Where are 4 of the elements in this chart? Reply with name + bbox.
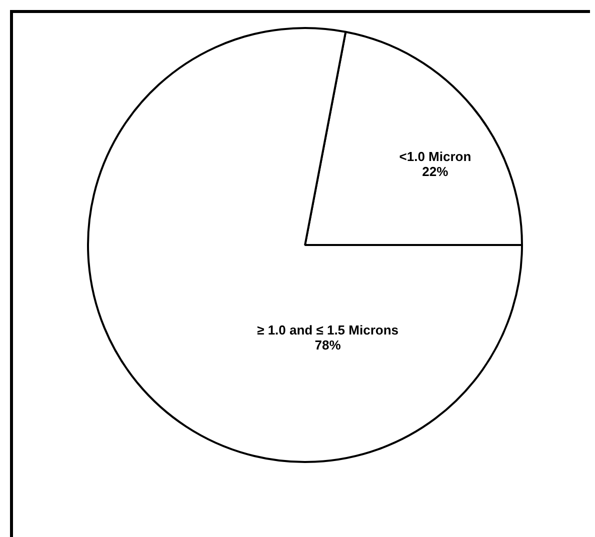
slice-label: <1.0 Micron <box>399 148 472 164</box>
slice-label: ≥ 1.0 and ≤ 1.5 Microns <box>257 322 399 338</box>
data-label: 22% <box>422 164 449 179</box>
data-label: 78% <box>314 337 342 352</box>
